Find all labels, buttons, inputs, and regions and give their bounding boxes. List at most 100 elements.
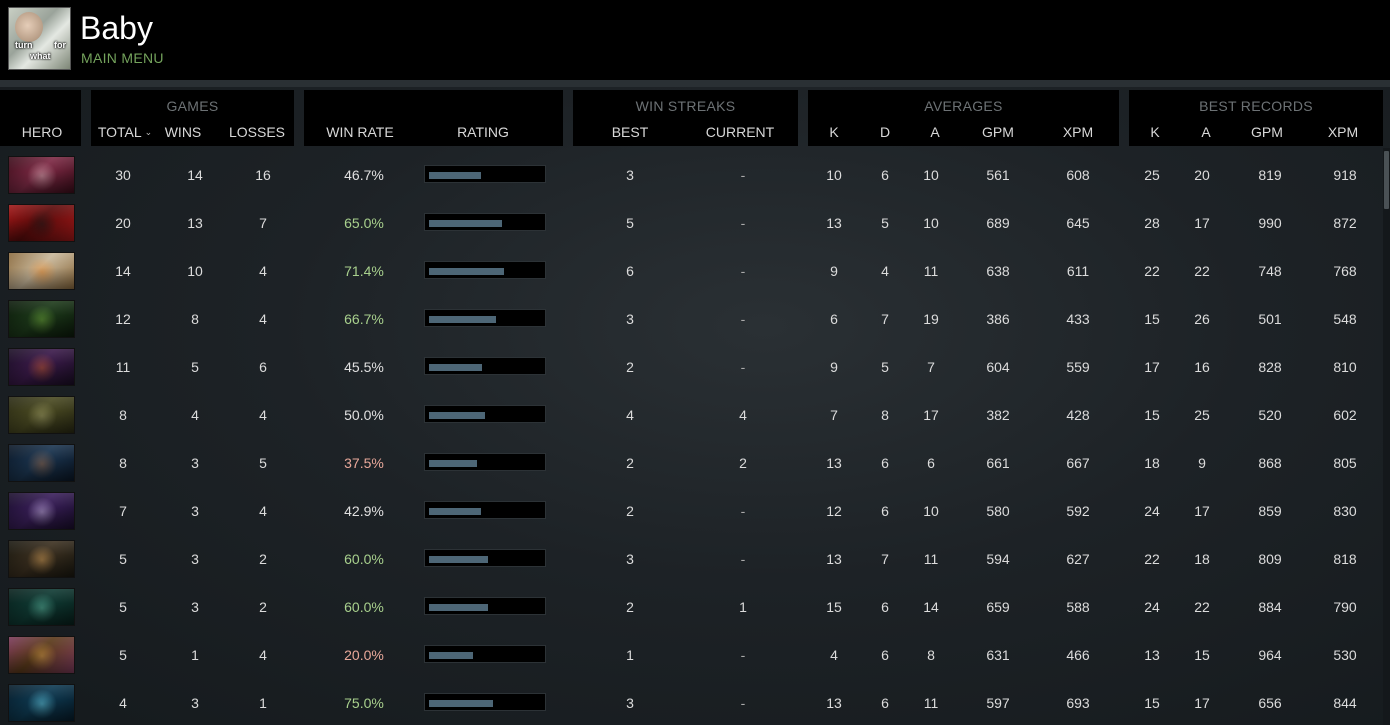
hero-portrait-12[interactable] — [8, 684, 75, 722]
table-row[interactable]: 5 1 4 20.0% 1 - 4 6 8 631 466 13 15 964 530 — [0, 630, 1383, 678]
hero-portrait-11[interactable] — [8, 636, 75, 674]
avatar[interactable]: turn for what — [8, 7, 71, 70]
hero-portrait-5[interactable] — [8, 348, 75, 386]
cell-avg-d: 5 — [881, 215, 889, 231]
column-header-win-rate[interactable]: WIN RATE — [326, 124, 394, 140]
cell-avg-d: 6 — [881, 167, 889, 183]
hero-portrait-8[interactable] — [8, 492, 75, 530]
rating-bar-fill — [429, 652, 473, 659]
cell-best: 3 — [626, 695, 634, 711]
column-header-avg-a[interactable]: A — [930, 124, 940, 140]
table-row[interactable]: 20 13 7 65.0% 5 - 13 5 10 689 645 28 17 990 872 — [0, 198, 1383, 246]
cell-best: 4 — [626, 407, 634, 423]
hero-portrait-1[interactable] — [8, 156, 75, 194]
column-header-best-gpm[interactable]: GPM — [1251, 124, 1283, 140]
cell-best-k: 18 — [1144, 455, 1160, 471]
cell-avg-xpm: 693 — [1066, 695, 1090, 711]
cell-win-rate: 60.0% — [344, 599, 384, 615]
table-row[interactable]: 7 3 4 42.9% 2 - 12 6 10 580 592 24 17 859 830 — [0, 486, 1383, 534]
cell-best-k: 13 — [1144, 647, 1160, 663]
column-header-avg-gpm[interactable]: GPM — [982, 124, 1014, 140]
column-header-losses[interactable]: LOSSES — [228, 124, 286, 140]
column-header-wins[interactable]: WINS — [164, 124, 202, 140]
cell-wins: 4 — [191, 407, 199, 423]
cell-win-rate: 75.0% — [344, 695, 384, 711]
table-row[interactable]: 12 8 4 66.7% 3 - 6 7 19 386 433 15 26 501 548 — [0, 294, 1383, 342]
cell-avg-d: 6 — [881, 455, 889, 471]
column-header-best-a[interactable]: A — [1201, 124, 1211, 140]
hero-portrait-shade — [9, 349, 74, 385]
hero-header-box — [0, 90, 81, 146]
hero-portrait-3[interactable] — [8, 252, 75, 290]
rating-bar-fill — [429, 556, 488, 563]
hero-portrait-4[interactable] — [8, 300, 75, 338]
rating-bar — [424, 309, 546, 327]
table-row[interactable]: 14 10 4 71.4% 6 - 9 4 11 638 611 22 22 748 768 — [0, 246, 1383, 294]
cell-losses: 4 — [259, 263, 267, 279]
table-row[interactable]: 11 5 6 45.5% 2 - 9 5 7 604 559 17 16 828 810 — [0, 342, 1383, 390]
hero-portrait-7[interactable] — [8, 444, 75, 482]
cell-best-xpm: 818 — [1333, 551, 1357, 567]
cell-best-xpm: 810 — [1333, 359, 1357, 375]
column-header-rating[interactable]: RATING — [457, 124, 509, 140]
column-header-best-xpm[interactable]: XPM — [1327, 124, 1359, 140]
hero-portrait-2[interactable] — [8, 204, 75, 242]
main-menu-link[interactable]: MAIN MENU — [81, 50, 164, 66]
table-row[interactable]: 8 3 5 37.5% 2 2 13 6 6 661 667 18 9 868 805 — [0, 438, 1383, 486]
hero-portrait-shade — [9, 445, 74, 481]
hero-portrait-10[interactable] — [8, 588, 75, 626]
cell-win-rate: 45.5% — [344, 359, 384, 375]
cell-current: - — [740, 167, 746, 183]
cell-avg-k: 15 — [826, 599, 842, 615]
column-header-avg-k[interactable]: K — [829, 124, 839, 140]
cell-losses: 5 — [259, 455, 267, 471]
cell-avg-a: 10 — [923, 215, 939, 231]
cell-best-xpm: 844 — [1333, 695, 1357, 711]
cell-total: 5 — [119, 599, 127, 615]
cell-win-rate: 37.5% — [344, 455, 384, 471]
cell-losses: 4 — [259, 647, 267, 663]
cell-best-a: 25 — [1194, 407, 1210, 423]
cell-best-gpm: 501 — [1258, 311, 1282, 327]
hero-portrait-highlight — [27, 689, 57, 719]
rating-bar — [424, 357, 546, 375]
rating-bar — [424, 405, 546, 423]
averages-header-box — [808, 90, 1119, 146]
cell-avg-xpm: 627 — [1066, 551, 1090, 567]
rating-bar — [424, 501, 546, 519]
hero-portrait-6[interactable] — [8, 396, 75, 434]
table-row[interactable]: 5 3 2 60.0% 2 1 15 6 14 659 588 24 22 884 790 — [0, 582, 1383, 630]
cell-win-rate: 65.0% — [344, 215, 384, 231]
scrollbar-thumb[interactable] — [1384, 151, 1389, 209]
column-header-avg-xpm[interactable]: XPM — [1062, 124, 1094, 140]
column-header-best-k[interactable]: K — [1150, 124, 1160, 140]
cell-wins: 3 — [191, 503, 199, 519]
games-header-box — [91, 90, 294, 146]
hero-portrait-9[interactable] — [8, 540, 75, 578]
cell-total: 20 — [115, 215, 131, 231]
rating-bar-fill — [429, 604, 488, 611]
table-row[interactable]: 30 14 16 46.7% 3 - 10 6 10 561 608 25 20 819 918 — [0, 150, 1383, 198]
column-header-current-streak[interactable]: CURRENT — [705, 124, 775, 140]
cell-win-rate: 66.7% — [344, 311, 384, 327]
cell-losses: 2 — [259, 599, 267, 615]
cell-current: - — [740, 263, 746, 279]
column-header-best-streak[interactable]: BEST — [611, 124, 649, 140]
scrollbar-track[interactable] — [1383, 148, 1390, 725]
cell-best-a: 17 — [1194, 695, 1210, 711]
cell-wins: 13 — [187, 215, 203, 231]
cell-best-xpm: 918 — [1333, 167, 1357, 183]
cell-losses: 4 — [259, 503, 267, 519]
cell-avg-gpm: 631 — [986, 647, 1010, 663]
table-row[interactable]: 5 3 2 60.0% 3 - 13 7 11 594 627 22 18 809 818 — [0, 534, 1383, 582]
cell-best: 2 — [626, 503, 634, 519]
cell-avg-a: 8 — [927, 647, 935, 663]
column-header-total[interactable]: TOTAL ⌄ — [90, 124, 160, 140]
column-header-hero[interactable]: HERO — [21, 124, 63, 140]
table-row[interactable]: 8 4 4 50.0% 4 4 7 8 17 382 428 15 25 520 602 — [0, 390, 1383, 438]
column-header-avg-d[interactable]: D — [879, 124, 891, 140]
table-row[interactable]: 4 3 1 75.0% 3 - 13 6 11 597 693 15 17 656 844 — [0, 678, 1383, 725]
cell-best-xpm: 530 — [1333, 647, 1357, 663]
cell-losses: 4 — [259, 311, 267, 327]
cell-best-gpm: 859 — [1258, 503, 1282, 519]
